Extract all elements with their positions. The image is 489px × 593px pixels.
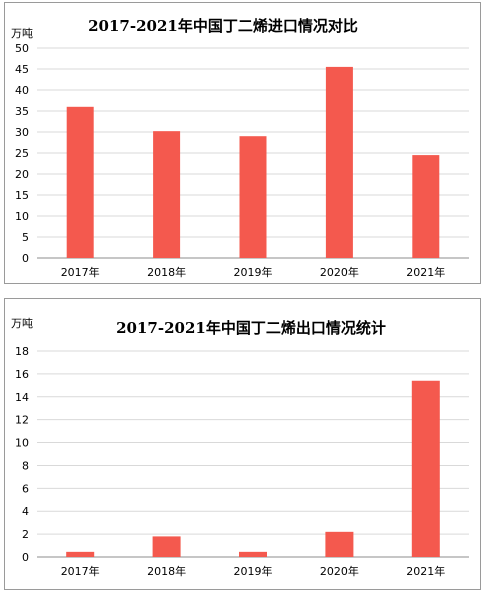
y-tick-label: 2 [22, 528, 29, 541]
y-tick-label: 18 [15, 345, 29, 358]
y-tick-label: 4 [22, 505, 29, 518]
x-tick-label: 2018年 [147, 564, 186, 578]
y-tick-label: 8 [22, 459, 29, 472]
y-tick-label: 14 [15, 391, 29, 404]
export-chart-panel: 2017-2021年中国丁二烯出口情况统计 万吨 0 2 4 6 8 10 12 14 16 18… [4, 298, 481, 590]
y-tick-label: 20 [15, 168, 29, 181]
import-chart-panel: 2017-2021年中国丁二烯进口情况对比 万吨 0 5 10 15 20 25 30 35 4… [4, 2, 481, 284]
x-tick-label: 2019年 [234, 265, 273, 279]
y-tick-label: 12 [15, 414, 29, 427]
import-chart: 2017-2021年中国丁二烯进口情况对比 万吨 0 5 10 15 20 25 30 35 4… [11, 17, 469, 279]
bar-2020年 [325, 531, 354, 557]
y-tick-label: 5 [22, 231, 29, 244]
x-tick-label: 2017年 [61, 564, 100, 578]
y-tick-label: 45 [15, 63, 29, 76]
x-tick-label: 2018年 [147, 265, 186, 279]
y-tick-label: 30 [15, 126, 29, 139]
bar-2020年 [325, 66, 353, 259]
y-tick-label: 25 [15, 147, 29, 160]
bar-2019年 [239, 136, 267, 258]
y-tick-label: 0 [22, 252, 29, 265]
y-tick-label: 6 [22, 482, 29, 495]
y-axis-unit: 万吨 [11, 27, 33, 40]
export-chart: 2017-2021年中国丁二烯出口情况统计 万吨 0 2 4 6 8 10 12 14 16 18… [11, 317, 469, 578]
y-tick-label: 10 [15, 210, 29, 223]
y-tick-label: 16 [15, 368, 29, 381]
x-tick-label: 2017年 [61, 265, 100, 279]
bar-2018年 [153, 131, 181, 258]
bar-2021年 [412, 155, 440, 258]
y-tick-label: 0 [22, 551, 29, 564]
y-tick-label: 15 [15, 189, 29, 202]
bar-2017年 [66, 106, 94, 258]
bar-2017年 [66, 551, 95, 557]
bar-2019年 [239, 551, 267, 557]
chart-title: 2017-2021年中国丁二烯进口情况对比 [88, 17, 358, 35]
bar-2018年 [152, 536, 181, 557]
y-tick-label: 50 [15, 42, 29, 55]
x-tick-label: 2019年 [234, 564, 273, 578]
y-tick-label: 40 [15, 84, 29, 97]
x-tick-label: 2021年 [406, 265, 445, 279]
y-tick-label: 35 [15, 105, 29, 118]
y-axis-unit: 万吨 [11, 317, 33, 330]
chart-title: 2017-2021年中国丁二烯出口情况统计 [116, 319, 386, 337]
bar-2021年 [411, 380, 440, 557]
y-tick-label: 10 [15, 437, 29, 450]
x-tick-label: 2020年 [320, 265, 359, 279]
x-tick-label: 2020年 [320, 564, 359, 578]
x-tick-label: 2021年 [406, 564, 445, 578]
